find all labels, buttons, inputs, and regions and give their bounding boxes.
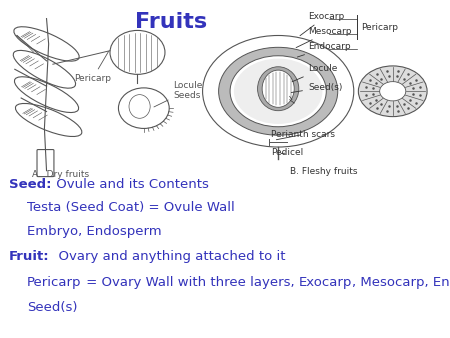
Ellipse shape: [262, 70, 294, 107]
Text: Fruits: Fruits: [135, 12, 207, 32]
Text: Locule: Locule: [292, 64, 338, 82]
Text: Testa (Seed Coat) = Ovule Wall: Testa (Seed Coat) = Ovule Wall: [27, 201, 235, 214]
Text: Perianth scars: Perianth scars: [271, 130, 335, 140]
Text: Ovary and anything attached to it: Ovary and anything attached to it: [50, 250, 285, 263]
Text: Exocarp: Exocarp: [298, 276, 352, 289]
Text: Ovule and its Contents: Ovule and its Contents: [51, 178, 208, 191]
Text: Locule
Seeds: Locule Seeds: [154, 81, 203, 107]
Text: Pericarp: Pericarp: [360, 23, 398, 31]
Text: Seed(s): Seed(s): [27, 301, 77, 314]
Circle shape: [358, 66, 427, 117]
Text: , Mesocarp, Endocarp: , Mesocarp, Endocarp: [352, 276, 450, 289]
Text: Pericarp: Pericarp: [74, 51, 111, 83]
Ellipse shape: [257, 67, 299, 111]
Text: Endocarp: Endocarp: [297, 42, 351, 57]
Text: B. Fleshy fruits: B. Fleshy fruits: [290, 167, 358, 176]
Text: = Ovary Wall with three layers,: = Ovary Wall with three layers,: [81, 276, 298, 289]
Text: Embryo, Endosperm: Embryo, Endosperm: [27, 225, 162, 238]
Circle shape: [234, 58, 323, 124]
Text: Seed(s): Seed(s): [291, 82, 342, 93]
Circle shape: [219, 47, 338, 135]
Circle shape: [380, 82, 406, 101]
Text: Seed:: Seed:: [9, 178, 51, 191]
Text: Exocarp: Exocarp: [300, 11, 344, 36]
Circle shape: [230, 56, 326, 127]
Text: Pedicel: Pedicel: [271, 148, 304, 158]
Text: A.  Dry fruits: A. Dry fruits: [32, 170, 89, 179]
Text: Pericarp: Pericarp: [27, 276, 81, 289]
Text: Mesocarp: Mesocarp: [296, 27, 351, 48]
Text: Fruit:: Fruit:: [9, 250, 50, 263]
